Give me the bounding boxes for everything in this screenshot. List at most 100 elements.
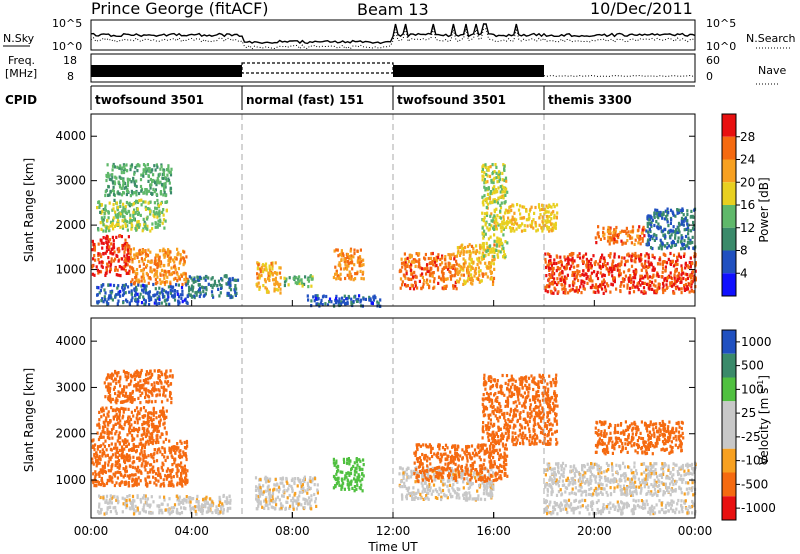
data-cell	[628, 254, 631, 258]
data-cell	[160, 412, 163, 416]
data-cell	[138, 248, 142, 252]
data-cell	[414, 281, 417, 285]
data-cell	[118, 448, 121, 453]
data-cell	[553, 213, 556, 217]
data-cell	[548, 229, 551, 233]
data-cell	[255, 485, 258, 489]
data-cell	[179, 453, 182, 457]
data-cell	[597, 225, 600, 229]
data-cell	[690, 274, 693, 278]
data-cell	[303, 479, 306, 484]
data-cell	[154, 168, 157, 172]
data-cell	[294, 477, 297, 481]
data-cell	[693, 208, 696, 212]
data-cell	[517, 208, 521, 212]
data-cell	[119, 204, 122, 208]
data-cell	[130, 203, 133, 207]
data-cell	[585, 265, 588, 269]
data-cell	[153, 212, 157, 216]
data-cell	[458, 253, 462, 257]
data-cell	[178, 463, 181, 467]
data-cell	[352, 278, 355, 282]
data-cell	[149, 268, 152, 272]
data-cell	[335, 269, 338, 274]
data-cell	[274, 276, 277, 280]
data-cell	[143, 509, 146, 513]
data-cell	[502, 196, 505, 200]
nsearch-trace	[90, 27, 696, 50]
data-cell	[522, 216, 526, 220]
data-cell	[135, 469, 138, 473]
data-cell	[478, 273, 481, 277]
data-cell	[467, 274, 470, 278]
data-cell	[406, 256, 409, 260]
data-cell	[550, 275, 553, 279]
data-cell	[137, 252, 140, 256]
data-cell	[136, 373, 139, 377]
data-cell	[121, 450, 124, 454]
data-cell	[633, 259, 636, 263]
data-cell	[570, 258, 573, 262]
data-cell	[684, 217, 687, 221]
data-cell	[150, 270, 153, 274]
data-cell	[457, 249, 460, 253]
data-cell	[157, 222, 160, 227]
data-cell	[148, 167, 151, 171]
data-cell	[118, 192, 121, 196]
data-cell	[555, 261, 558, 266]
data-cell	[150, 297, 153, 302]
data-cell	[128, 415, 131, 419]
data-cell	[137, 381, 140, 385]
data-cell	[118, 416, 121, 420]
data-cell	[138, 426, 141, 430]
data-cell	[332, 461, 335, 465]
data-cell	[122, 407, 126, 411]
data-cell	[123, 394, 127, 398]
data-cell	[546, 205, 550, 210]
data-cell	[168, 394, 172, 398]
data-cell	[98, 200, 101, 204]
data-cell	[360, 260, 363, 264]
data-cell	[113, 224, 116, 228]
data-cell	[134, 276, 137, 280]
data-cell	[481, 272, 484, 276]
data-cell	[197, 507, 200, 511]
data-cell	[103, 464, 106, 468]
data-cell	[675, 262, 678, 266]
data-cell	[420, 267, 424, 271]
data-cell	[553, 277, 556, 281]
data-cell	[359, 459, 362, 463]
data-cell	[160, 385, 163, 389]
data-cell	[594, 283, 598, 287]
data-cell	[680, 266, 684, 271]
data-cell	[273, 287, 276, 291]
data-cell	[674, 233, 677, 237]
data-cell	[617, 255, 621, 259]
data-cell	[524, 228, 527, 232]
data-cell	[109, 498, 112, 502]
data-cell	[640, 253, 643, 257]
data-cell	[310, 284, 313, 288]
data-cell	[694, 269, 697, 273]
data-cell	[546, 225, 549, 229]
data-cell	[104, 208, 107, 212]
data-cell	[675, 279, 678, 283]
data-cell	[574, 289, 577, 293]
data-cell	[166, 275, 169, 279]
data-cell	[163, 190, 166, 195]
data-cell	[158, 393, 161, 397]
data-cell	[127, 256, 130, 260]
data-cell	[489, 265, 492, 269]
data-cell	[140, 203, 143, 207]
data-cell	[592, 254, 595, 258]
data-cell	[142, 217, 145, 221]
data-cell	[145, 463, 148, 467]
data-cell	[266, 289, 269, 293]
data-cell	[413, 258, 416, 262]
data-cell	[157, 388, 160, 392]
data-cell	[153, 428, 157, 432]
data-cell	[314, 296, 317, 301]
data-cell	[418, 264, 421, 268]
freq-label-bottom: [MHz]	[5, 67, 37, 80]
data-cell	[258, 491, 261, 495]
